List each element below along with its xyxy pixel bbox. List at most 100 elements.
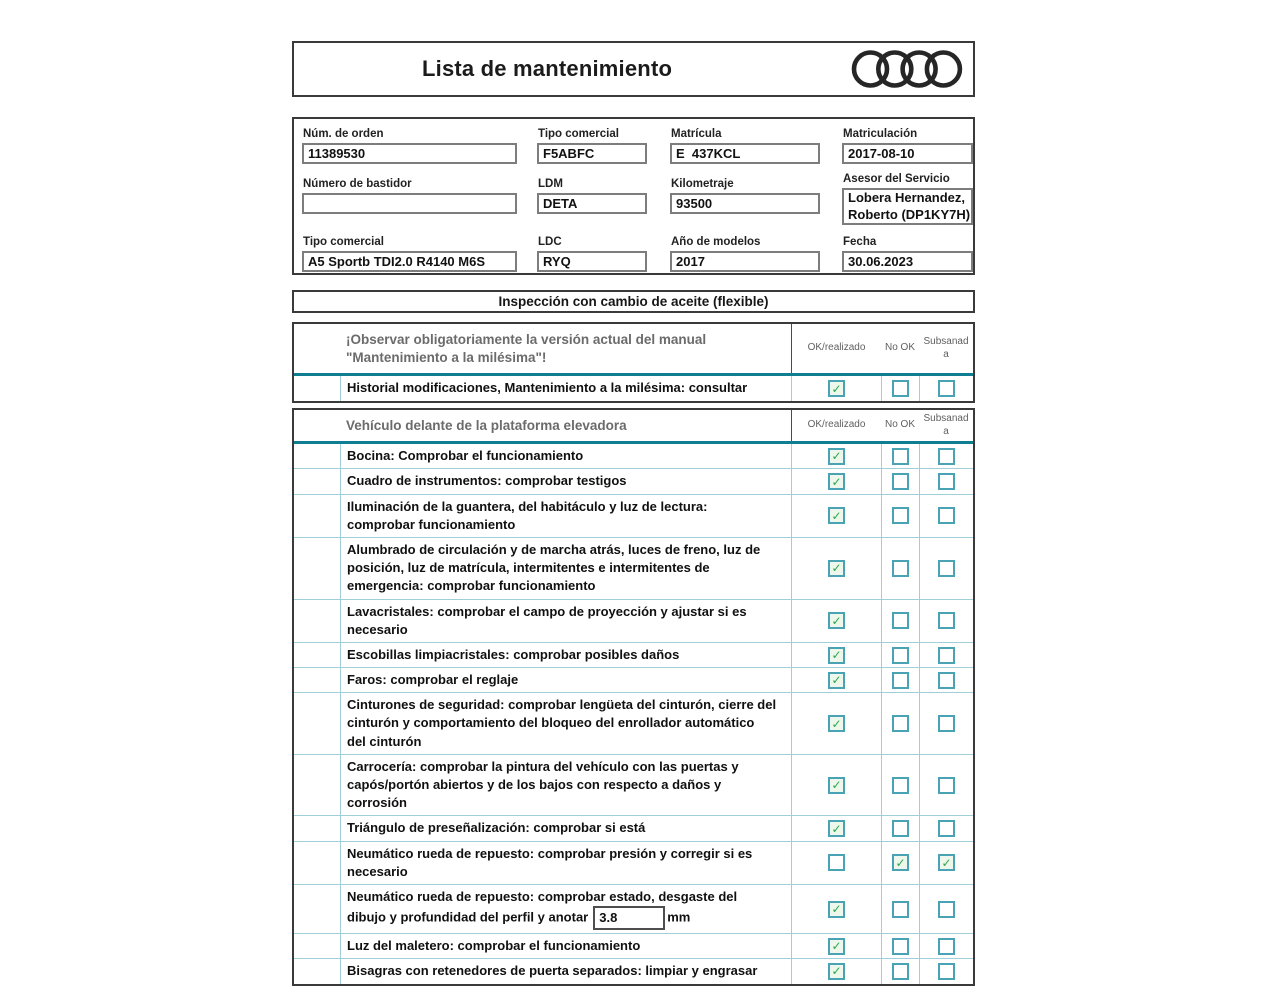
license-plate-input[interactable]: E 437KCL: [670, 143, 820, 164]
not-ok-checkbox[interactable]: [892, 937, 909, 955]
remedied-checkbox[interactable]: [938, 473, 955, 490]
remedied-checkbox[interactable]: [938, 715, 955, 733]
tread-depth-input[interactable]: 3.8: [593, 906, 666, 931]
remedied-checkbox[interactable]: [938, 447, 955, 465]
ok-checkbox[interactable]: ✓: [828, 776, 845, 794]
checklist-item-label: Carrocería: comprobar la pintura del veh…: [347, 758, 739, 811]
checklist-row: Faros: comprobar el reglaje ✓: [294, 667, 973, 693]
not-ok-checkbox[interactable]: [892, 776, 909, 794]
ldm-input[interactable]: DETA: [537, 193, 647, 214]
ok-checkbox[interactable]: ✓: [828, 507, 845, 525]
form-field-commercial-type-code: Tipo comercial F5ABFC: [537, 125, 670, 175]
checklist-item-label: Historial modificaciones, Mantenimiento …: [347, 380, 748, 396]
not-ok-checkbox[interactable]: [892, 646, 909, 664]
checklist-row: Neumático rueda de repuesto: comprobar p…: [294, 840, 973, 884]
date-input[interactable]: 30.06.2023: [842, 251, 973, 272]
not-ok-checkbox[interactable]: [892, 507, 909, 525]
remedied-checkbox[interactable]: [938, 962, 955, 980]
ok-checkbox[interactable]: ✓: [828, 962, 845, 980]
not-ok-checkbox[interactable]: [892, 900, 909, 918]
checkbox-cell: [919, 494, 973, 537]
checklist-item: Cinturones de seguridad: comprobar lengü…: [341, 693, 791, 754]
registration-date-input[interactable]: 2017-08-10: [842, 143, 973, 164]
checklist-row: Lavacristales: comprobar el campo de pro…: [294, 598, 973, 642]
remedied-checkbox[interactable]: [938, 612, 955, 630]
ldc-input[interactable]: RYQ: [537, 251, 647, 272]
checklist-row: Escobillas limpiacristales: comprobar po…: [294, 641, 973, 668]
not-ok-checkbox[interactable]: [892, 380, 909, 398]
remedied-checkbox[interactable]: [938, 380, 955, 398]
ok-checkbox[interactable]: ✓: [828, 646, 845, 664]
not-ok-checkbox[interactable]: [892, 962, 909, 980]
remedied-checkbox[interactable]: ✓: [938, 854, 955, 872]
ok-checkbox[interactable]: [828, 854, 845, 872]
section-bar: Inspección con cambio de aceite (flexibl…: [292, 290, 975, 313]
not-ok-checkbox[interactable]: [892, 559, 909, 577]
checklist-table-front-of-lift: Vehículo delante de la plataforma elevad…: [292, 408, 975, 986]
checkbox-cell: [791, 841, 881, 884]
field-label: Núm. de orden: [303, 128, 384, 140]
ok-checkbox[interactable]: ✓: [828, 820, 845, 837]
remedied-checkbox[interactable]: [938, 900, 955, 918]
order-number-input[interactable]: 11389530: [302, 143, 517, 164]
remedied-checkbox[interactable]: [938, 937, 955, 955]
checklist-row: Bocina: Comprobar el funcionamiento ✓: [294, 444, 973, 469]
checklist-item: Escobillas limpiacristales: comprobar po…: [341, 643, 791, 667]
ok-checkbox[interactable]: ✓: [828, 937, 845, 955]
remedied-checkbox[interactable]: [938, 776, 955, 794]
checkbox-cell: [919, 668, 973, 693]
not-ok-checkbox[interactable]: [892, 671, 909, 689]
ok-checkbox[interactable]: ✓: [828, 380, 845, 398]
form-field-order-number: Núm. de orden 11389530: [302, 125, 537, 175]
checkbox-cell: [919, 599, 973, 642]
column-header-ok: OK/realizado: [791, 324, 881, 374]
model-year-input[interactable]: 2017: [670, 251, 820, 272]
checkbox-cell: ✓: [791, 816, 881, 841]
not-ok-checkbox[interactable]: [892, 447, 909, 465]
checklist-item: Carrocería: comprobar la pintura del veh…: [341, 755, 791, 816]
commercial-type-code-input[interactable]: F5ABFC: [537, 143, 647, 164]
checklist-item-text: Neumático rueda de repuesto: comprobar e…: [347, 888, 737, 931]
not-ok-checkbox[interactable]: [892, 820, 909, 837]
ok-checkbox[interactable]: ✓: [828, 900, 845, 918]
not-ok-checkbox[interactable]: [892, 612, 909, 630]
checklist-item-text: Faros: comprobar el reglaje: [347, 671, 518, 689]
remedied-checkbox[interactable]: [938, 820, 955, 837]
checkbox-cell: [881, 469, 919, 494]
remedied-checkbox[interactable]: [938, 671, 955, 689]
not-ok-checkbox[interactable]: ✓: [892, 854, 909, 872]
remedied-checkbox[interactable]: [938, 507, 955, 525]
row-stub-cell: [294, 444, 341, 469]
checkbox-cell: ✓: [791, 668, 881, 693]
not-ok-checkbox[interactable]: [892, 715, 909, 733]
checklist-row: Carrocería: comprobar la pintura del veh…: [294, 753, 973, 816]
form-field-mileage: Kilometraje 93500: [670, 175, 842, 233]
checklist-item-label: Luz del maletero: comprobar el funcionam…: [347, 938, 641, 954]
row-stub-cell: [294, 668, 341, 693]
form-field-commercial-type: Tipo comercial A5 Sportb TDI2.0 R4140 M6…: [302, 233, 537, 283]
vin-input[interactable]: [302, 193, 517, 214]
checklist-item: Faros: comprobar el reglaje: [341, 668, 791, 692]
checkbox-cell: [919, 693, 973, 754]
vehicle-data-form: Núm. de orden 11389530 Tipo comercial F5…: [292, 117, 975, 275]
mileage-input[interactable]: 93500: [670, 193, 820, 214]
service-advisor-input[interactable]: Lobera Hernandez, Roberto (DP1KY7H): [842, 188, 973, 225]
form-field-date: Fecha 30.06.2023: [842, 233, 973, 283]
checkbox-cell: [881, 444, 919, 469]
ok-checkbox[interactable]: ✓: [828, 612, 845, 630]
checkbox-cell: ✓: [791, 642, 881, 668]
ok-checkbox[interactable]: ✓: [828, 473, 845, 490]
row-stub-cell: [294, 469, 341, 494]
not-ok-checkbox[interactable]: [892, 473, 909, 490]
ok-checkbox[interactable]: ✓: [828, 715, 845, 733]
remedied-checkbox[interactable]: [938, 646, 955, 664]
row-stub-cell: [294, 841, 341, 884]
ok-checkbox[interactable]: ✓: [828, 671, 845, 689]
commercial-type-input[interactable]: A5 Sportb TDI2.0 R4140 M6S: [302, 251, 517, 272]
ok-checkbox[interactable]: ✓: [828, 559, 845, 577]
checkbox-cell: ✓: [791, 599, 881, 642]
remedied-checkbox[interactable]: [938, 559, 955, 577]
ok-checkbox[interactable]: ✓: [828, 447, 845, 465]
checkbox-cell: [881, 668, 919, 693]
checkbox-cell: [881, 934, 919, 959]
